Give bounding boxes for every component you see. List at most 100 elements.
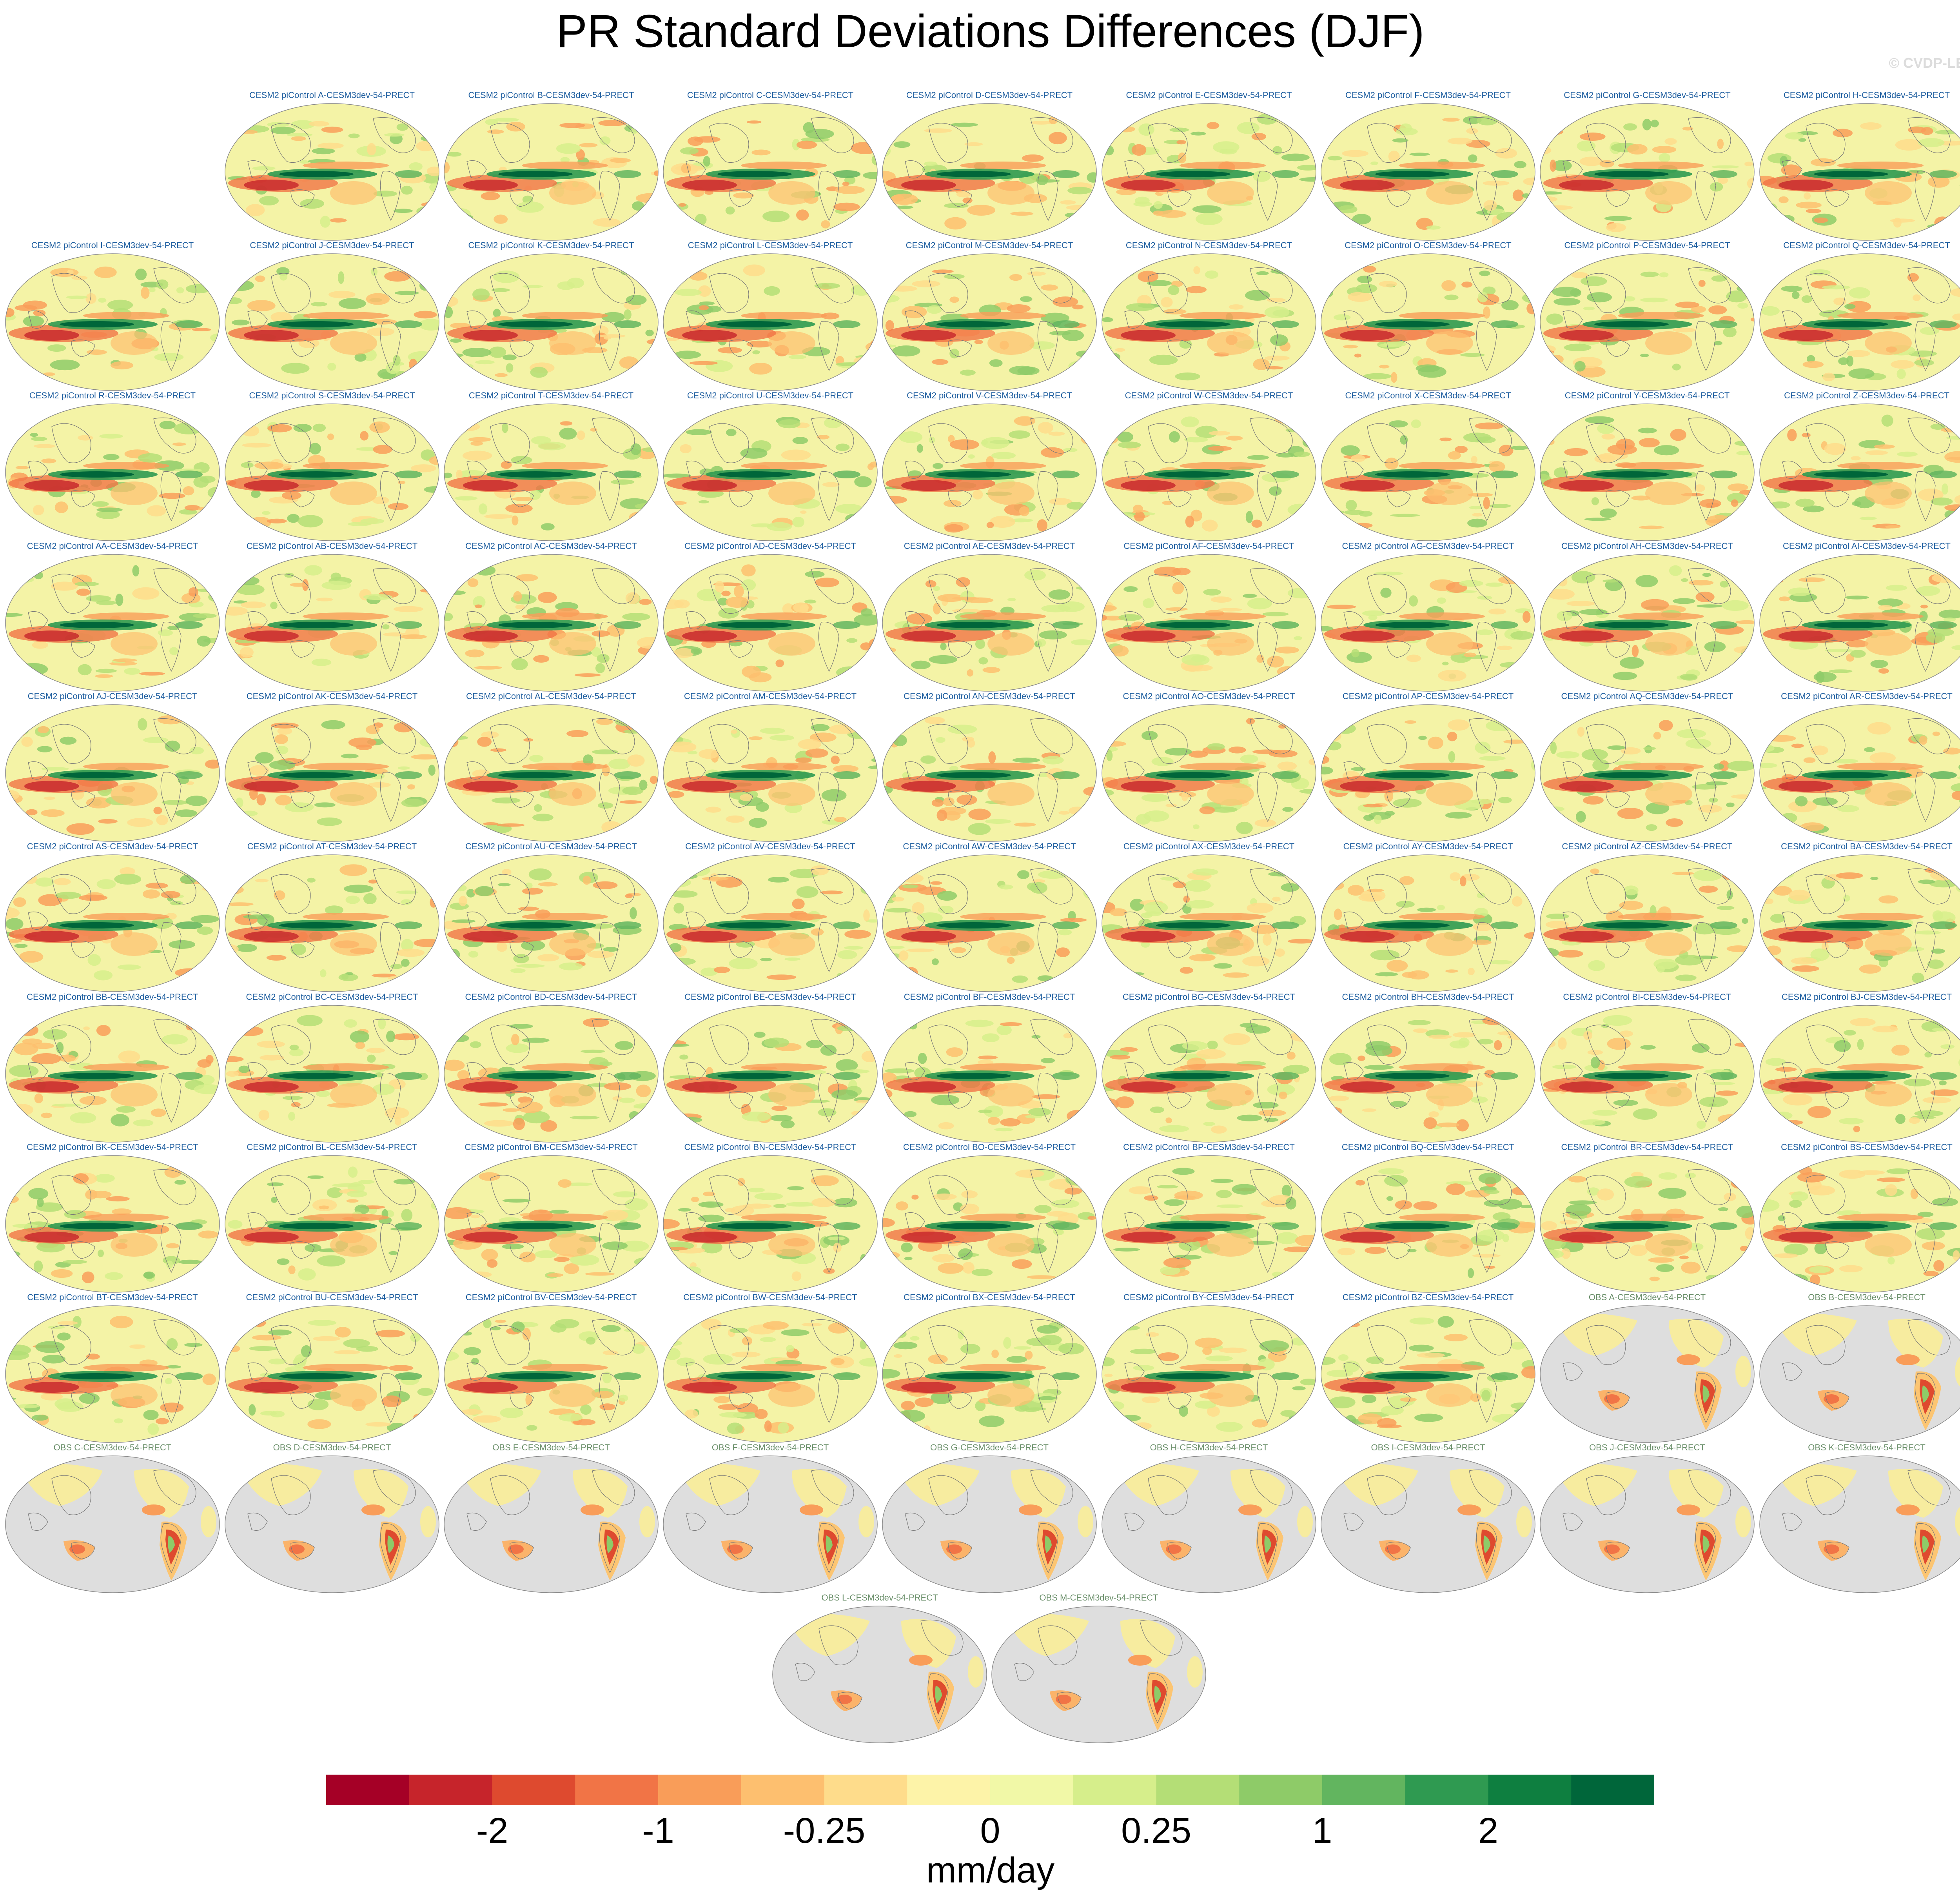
robinson-map (882, 1455, 1097, 1593)
map-panel-title: CESM2 piControl P-CESM3dev-54-PRECT (1564, 240, 1730, 250)
robinson-map (1759, 103, 1960, 241)
map-panel-title: CESM2 piControl F-CESM3dev-54-PRECT (1345, 90, 1511, 100)
robinson-map (1321, 1455, 1535, 1593)
map-panel: CESM2 piControl AG-CESM3dev-54-PRECT (1320, 541, 1536, 692)
map-panel-title: CESM2 piControl BN-CESM3dev-54-PRECT (684, 1142, 857, 1152)
map-panel: CESM2 piControl AO-CESM3dev-54-PRECT (1101, 691, 1317, 842)
robinson-map (1759, 554, 1960, 692)
map-panel-title: CESM2 piControl AV-CESM3dev-54-PRECT (685, 841, 855, 851)
robinson-map (1759, 403, 1960, 541)
map-panel-title: OBS K-CESM3dev-54-PRECT (1808, 1443, 1926, 1452)
map-panel-title: CESM2 piControl H-CESM3dev-54-PRECT (1783, 90, 1950, 100)
robinson-map (444, 704, 659, 842)
map-panel: CESM2 piControl S-CESM3dev-54-PRECT (224, 391, 440, 541)
map-panel-title: CESM2 piControl W-CESM3dev-54-PRECT (1125, 391, 1293, 400)
robinson-map (444, 103, 659, 241)
colorbar-tick-label: -0.25 (783, 1811, 866, 1851)
robinson-map (1540, 854, 1755, 992)
robinson-map (882, 1005, 1097, 1143)
map-panel-title: CESM2 piControl BL-CESM3dev-54-PRECT (247, 1142, 417, 1152)
map-panel-title: CESM2 piControl BW-CESM3dev-54-PRECT (683, 1292, 857, 1302)
map-panel: CESM2 piControl AC-CESM3dev-54-PRECT (443, 541, 659, 692)
robinson-map (5, 1155, 220, 1293)
robinson-map (1540, 103, 1755, 241)
map-panel-title: OBS G-CESM3dev-54-PRECT (930, 1443, 1049, 1452)
map-panel-title: CESM2 piControl AY-CESM3dev-54-PRECT (1343, 841, 1513, 851)
map-panel: CESM2 piControl AM-CESM3dev-54-PRECT (662, 691, 878, 842)
colorbar-swatch (658, 1775, 742, 1805)
map-panel: CESM2 piControl C-CESM3dev-54-PRECT (662, 90, 878, 241)
colorbar (326, 1775, 1654, 1805)
robinson-map (1540, 1155, 1755, 1293)
colorbar-swatch (1156, 1775, 1240, 1805)
map-panel-title: CESM2 piControl M-CESM3dev-54-PRECT (906, 240, 1073, 250)
map-panel: CESM2 piControl W-CESM3dev-54-PRECT (1101, 391, 1317, 541)
map-panel: OBS J-CESM3dev-54-PRECT (1539, 1443, 1755, 1593)
map-panel-title: CESM2 piControl BF-CESM3dev-54-PRECT (904, 992, 1075, 1002)
robinson-map (663, 253, 878, 391)
robinson-map (1540, 704, 1755, 842)
robinson-map (225, 1005, 439, 1143)
robinson-map (991, 1606, 1206, 1743)
robinson-map (663, 1305, 878, 1443)
map-panel-title: CESM2 piControl E-CESM3dev-54-PRECT (1126, 90, 1292, 100)
robinson-map (444, 403, 659, 541)
map-panel-title: CESM2 piControl AI-CESM3dev-54-PRECT (1783, 541, 1951, 551)
map-panel: CESM2 piControl BB-CESM3dev-54-PRECT (5, 992, 220, 1143)
robinson-map (663, 1005, 878, 1143)
map-panel: CESM2 piControl BD-CESM3dev-54-PRECT (443, 992, 659, 1143)
map-panel-title: CESM2 piControl AN-CESM3dev-54-PRECT (904, 691, 1075, 701)
map-panel: CESM2 piControl AJ-CESM3dev-54-PRECT (5, 691, 220, 842)
colorbar-tick-label: -1 (642, 1811, 674, 1851)
map-panel-title: CESM2 piControl K-CESM3dev-54-PRECT (468, 240, 634, 250)
map-panel: CESM2 piControl BJ-CESM3dev-54-PRECT (1759, 992, 1960, 1143)
map-panel: OBS F-CESM3dev-54-PRECT (662, 1443, 878, 1593)
robinson-map (5, 1005, 220, 1143)
map-panel: CESM2 piControl U-CESM3dev-54-PRECT (662, 391, 878, 541)
robinson-map (1321, 854, 1535, 992)
robinson-map (1102, 1455, 1316, 1593)
map-panel: CESM2 piControl BM-CESM3dev-54-PRECT (443, 1142, 659, 1293)
map-panel: CESM2 piControl B-CESM3dev-54-PRECT (443, 90, 659, 241)
colorbar-swatch (1239, 1775, 1323, 1805)
map-panel-title: CESM2 piControl AU-CESM3dev-54-PRECT (465, 841, 637, 851)
map-panel-title: CESM2 piControl AS-CESM3dev-54-PRECT (27, 841, 198, 851)
map-panel: CESM2 piControl BU-CESM3dev-54-PRECT (224, 1292, 440, 1443)
map-panel-title: CESM2 piControl AK-CESM3dev-54-PRECT (246, 691, 418, 701)
map-panel-title: CESM2 piControl AM-CESM3dev-54-PRECT (684, 691, 857, 701)
robinson-map (1540, 554, 1755, 692)
map-panel: CESM2 piControl AA-CESM3dev-54-PRECT (5, 541, 220, 692)
map-panel-title: CESM2 piControl AJ-CESM3dev-54-PRECT (27, 691, 198, 701)
map-panel: CESM2 piControl AQ-CESM3dev-54-PRECT (1539, 691, 1755, 842)
robinson-map (225, 554, 439, 692)
map-panel-title: OBS F-CESM3dev-54-PRECT (711, 1443, 829, 1452)
map-panel-title: CESM2 piControl BQ-CESM3dev-54-PRECT (1341, 1142, 1515, 1152)
map-panel-title: CESM2 piControl O-CESM3dev-54-PRECT (1345, 240, 1512, 250)
map-panel: CESM2 piControl G-CESM3dev-54-PRECT (1539, 90, 1755, 241)
colorbar-swatch (1571, 1775, 1654, 1805)
robinson-map (1321, 1005, 1535, 1143)
map-panel-title: CESM2 piControl BC-CESM3dev-54-PRECT (246, 992, 418, 1002)
map-panel-title: CESM2 piControl AO-CESM3dev-54-PRECT (1123, 691, 1295, 701)
map-panel-title: OBS L-CESM3dev-54-PRECT (821, 1593, 938, 1602)
map-panel: CESM2 piControl L-CESM3dev-54-PRECT (662, 240, 878, 391)
robinson-map (1759, 1455, 1960, 1593)
map-panel-title: CESM2 piControl BP-CESM3dev-54-PRECT (1123, 1142, 1295, 1152)
robinson-map (1102, 1305, 1316, 1443)
map-panel: CESM2 piControl O-CESM3dev-54-PRECT (1320, 240, 1536, 391)
robinson-map (663, 103, 878, 241)
map-panel-title: CESM2 piControl BI-CESM3dev-54-PRECT (1563, 992, 1731, 1002)
map-panel-title: CESM2 piControl AP-CESM3dev-54-PRECT (1342, 691, 1514, 701)
map-panel: CESM2 piControl Y-CESM3dev-54-PRECT (1539, 391, 1755, 541)
map-panel-title: CESM2 piControl AE-CESM3dev-54-PRECT (904, 541, 1075, 551)
map-panel-title: CESM2 piControl N-CESM3dev-54-PRECT (1125, 240, 1292, 250)
map-panel-title: CESM2 piControl R-CESM3dev-54-PRECT (29, 391, 196, 400)
map-panel: CESM2 piControl AV-CESM3dev-54-PRECT (662, 841, 878, 992)
robinson-map (1540, 403, 1755, 541)
robinson-map (882, 854, 1097, 992)
robinson-map (1102, 554, 1316, 692)
map-panel: CESM2 piControl BV-CESM3dev-54-PRECT (443, 1292, 659, 1443)
map-panel: CESM2 piControl BQ-CESM3dev-54-PRECT (1320, 1142, 1536, 1293)
robinson-map (444, 1155, 659, 1293)
map-panel-title: CESM2 piControl BG-CESM3dev-54-PRECT (1122, 992, 1296, 1002)
